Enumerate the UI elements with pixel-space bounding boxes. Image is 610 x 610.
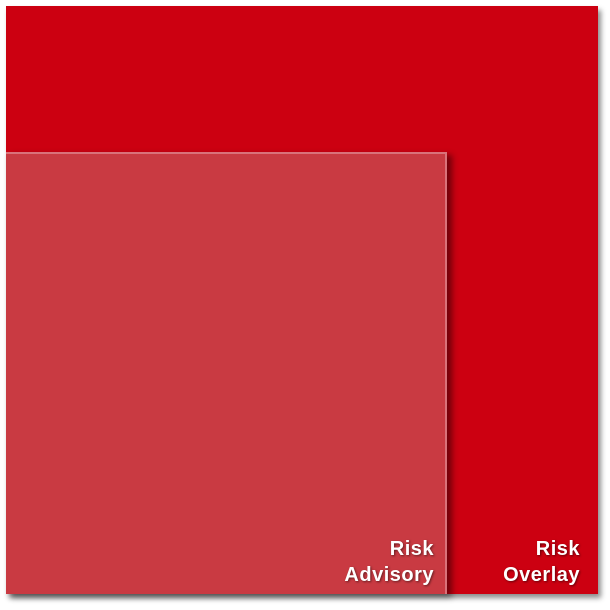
risk-advisory-label-line2: Advisory xyxy=(344,564,434,586)
risk-overlay-label-line2: Overlay xyxy=(503,564,580,586)
risk-overlay-label: Risk Overlay xyxy=(503,536,580,588)
risk-advisory-square xyxy=(6,152,447,594)
risk-overlay-label-line1: Risk xyxy=(535,538,580,560)
risk-advisory-label: Risk Advisory xyxy=(344,536,434,588)
risk-advisory-label-line1: Risk xyxy=(389,538,434,560)
